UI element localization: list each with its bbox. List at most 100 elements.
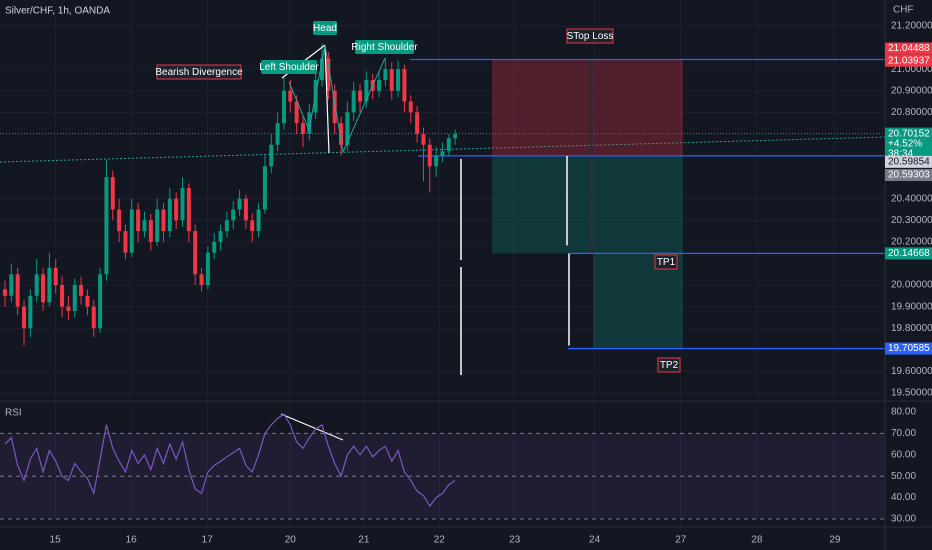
rsi-pane (0, 413, 885, 520)
y-tick-label: 20.80000 (891, 107, 932, 118)
candle-body (408, 101, 413, 113)
y-tick-label: 21.00000 (891, 64, 932, 75)
price-tag (885, 342, 932, 355)
currency: CHF (893, 5, 914, 16)
annotation-box (566, 28, 614, 44)
y-tick-label: 19.90000 (891, 301, 932, 312)
rsi-line (4, 413, 456, 508)
rsi-tick-label: 70.00 (891, 428, 916, 439)
candle-body (243, 198, 248, 221)
candle-body (167, 198, 172, 232)
price-tag-label: 20.14668 (888, 248, 930, 259)
price-tag-label: 21.04488 (888, 43, 930, 54)
candle-body (224, 220, 229, 232)
x-tick-label: 20 (285, 535, 297, 546)
target-zone (492, 155, 593, 254)
price-change: +4.52% (888, 138, 922, 149)
candle-body (186, 187, 191, 232)
annotation: Right Shoulder (351, 42, 418, 53)
candle-body (110, 177, 115, 210)
candle-body (22, 306, 27, 329)
x-tick-label: 17 (202, 535, 214, 546)
candles (3, 43, 458, 346)
candle-body (389, 69, 394, 91)
candle-body (281, 90, 286, 124)
price-tag (885, 42, 932, 55)
annotation-box (156, 64, 242, 80)
x-tick-label: 28 (751, 535, 763, 546)
y-tick-label: 21.20000 (891, 21, 932, 32)
annotation-box (355, 40, 414, 54)
x-tick-label: 22 (434, 535, 446, 546)
candle-body (250, 220, 255, 232)
candle-body (421, 133, 426, 145)
candle-body (256, 209, 261, 232)
candle-body (294, 101, 299, 124)
candle-body (377, 79, 382, 91)
candle-body (427, 144, 432, 167)
price-tag-label: 19.70585 (888, 343, 930, 354)
rsi-title: RSI (5, 408, 22, 419)
price-tag (885, 127, 932, 160)
candle-body (231, 209, 236, 221)
annotations: Bearish Divergence Left Shoulder Head Ri… (155, 21, 681, 373)
price-tag (885, 155, 932, 168)
candle-body (440, 151, 445, 156)
divergence-line (280, 413, 344, 441)
rsi-tick-label: 50.00 (891, 471, 916, 482)
candle-body (148, 220, 153, 242)
candle-body (136, 209, 141, 232)
candle-body (326, 58, 331, 91)
candle-body (364, 79, 369, 102)
candle-body (446, 138, 451, 152)
candle-body (104, 177, 109, 275)
axes: 15 16 17 20 21 22 23 24 27 28 29 21.20000 21.00000 20… (50, 21, 932, 546)
annotation: Head (313, 23, 337, 34)
candle-body (383, 69, 388, 80)
x-tick-label: 29 (829, 535, 841, 546)
candle-body (434, 155, 439, 167)
y-tick-label: 20.20000 (891, 237, 932, 248)
grid (0, 0, 885, 527)
candle-body (155, 209, 160, 242)
y-tick-label: 20.40000 (891, 193, 932, 204)
annotation-box (657, 357, 681, 373)
price-tag-label: 21.03937 (888, 55, 930, 66)
candle-body (319, 58, 324, 80)
candle-body (300, 123, 305, 134)
candle-body (53, 267, 58, 286)
candle-body (396, 69, 401, 91)
pattern-line (288, 44, 386, 154)
x-tick-label: 27 (675, 535, 687, 546)
price-tag-label: 20.59854 (888, 156, 930, 167)
rsi-tick-label: 40.00 (891, 492, 916, 503)
candle-body (358, 90, 363, 102)
candle-body (91, 306, 96, 329)
candle-body (47, 267, 52, 303)
candle-body (415, 112, 420, 134)
candle-body (332, 90, 337, 124)
chart-title: Silver/CHF, 1h, OANDA (5, 6, 110, 17)
candle-body (85, 295, 90, 307)
price-tag-label: 20.70152 (888, 128, 930, 139)
annotation: TP1 (657, 257, 676, 268)
y-tick-label: 19.60000 (891, 366, 932, 377)
candle-body (28, 295, 33, 329)
annotation: Left Shoulder (259, 62, 319, 73)
x-tick-label: 16 (126, 535, 138, 546)
candle-body (123, 231, 128, 253)
candle-body (72, 285, 77, 311)
candle-body (161, 209, 166, 232)
stop-zone (492, 59, 593, 156)
candle-body (142, 220, 147, 232)
candle-body (117, 209, 122, 232)
candle-body (60, 285, 65, 307)
candle-body (205, 252, 210, 286)
candle-body (3, 289, 7, 296)
candle-body (453, 133, 458, 139)
candle-body (262, 166, 267, 210)
candle-body (193, 231, 198, 275)
countdown: 38:34 (888, 148, 913, 159)
candle-body (66, 306, 71, 311)
